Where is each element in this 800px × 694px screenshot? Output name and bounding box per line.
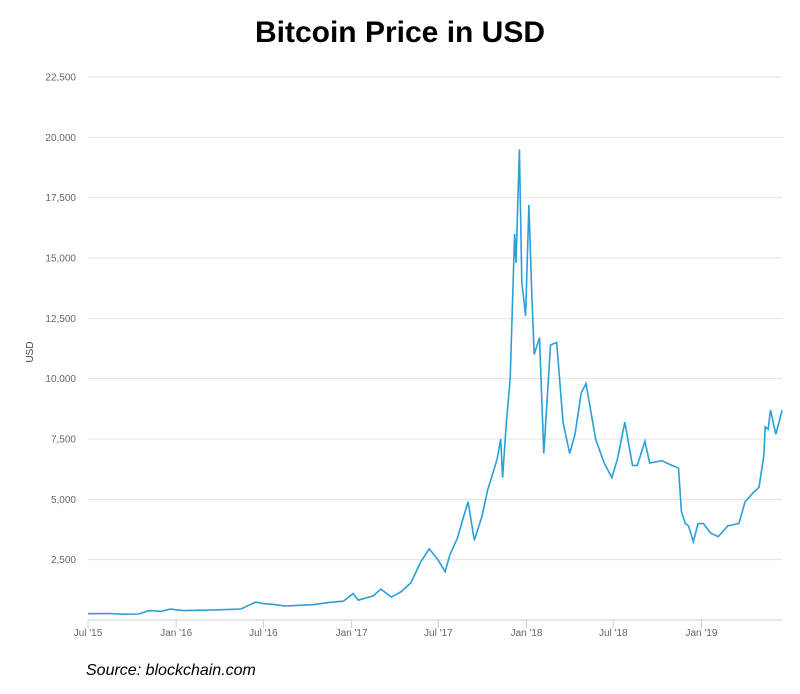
x-tick-label: Jul '16 (249, 628, 278, 639)
y-tick-label: 7,500 (51, 435, 76, 446)
x-tick-label: Jul '15 (74, 628, 103, 639)
x-tick-label: Jan '19 (686, 628, 718, 639)
y-tick-label: 12,500 (45, 314, 76, 325)
chart-title: Bitcoin Price in USD (254, 16, 546, 49)
x-tick-label: Jan '16 (160, 628, 192, 639)
source-note: Source: blockchain.com (86, 662, 256, 679)
x-tick-label: Jan '18 (511, 628, 543, 639)
y-axis-ticks: 2,500 5,000 7,500 10,000 12,500 15,000 17,500 2… (45, 73, 76, 567)
price-line (87, 149, 783, 616)
y-tick-label: 15,000 (45, 254, 76, 265)
y-tick-label: 20,000 (45, 133, 76, 144)
y-axis-label: USD (25, 341, 36, 362)
y-tick-label: 2,500 (51, 555, 76, 566)
y-tick-label: 5,000 (51, 495, 76, 506)
y-tick-label: 22,500 (45, 73, 76, 84)
x-tick-label: Jul '17 (424, 628, 453, 639)
x-tick-label: Jul '18 (599, 628, 628, 639)
y-tick-label: 10,000 (45, 374, 76, 385)
grid-lines (88, 76, 782, 561)
x-axis-ticks: Jul '15 Jan '16 Jul '16 Jan '17 Jul '17 Jan '… (74, 620, 718, 639)
x-tick-label: Jan '17 (336, 628, 368, 639)
y-tick-label: 17,500 (45, 193, 76, 204)
